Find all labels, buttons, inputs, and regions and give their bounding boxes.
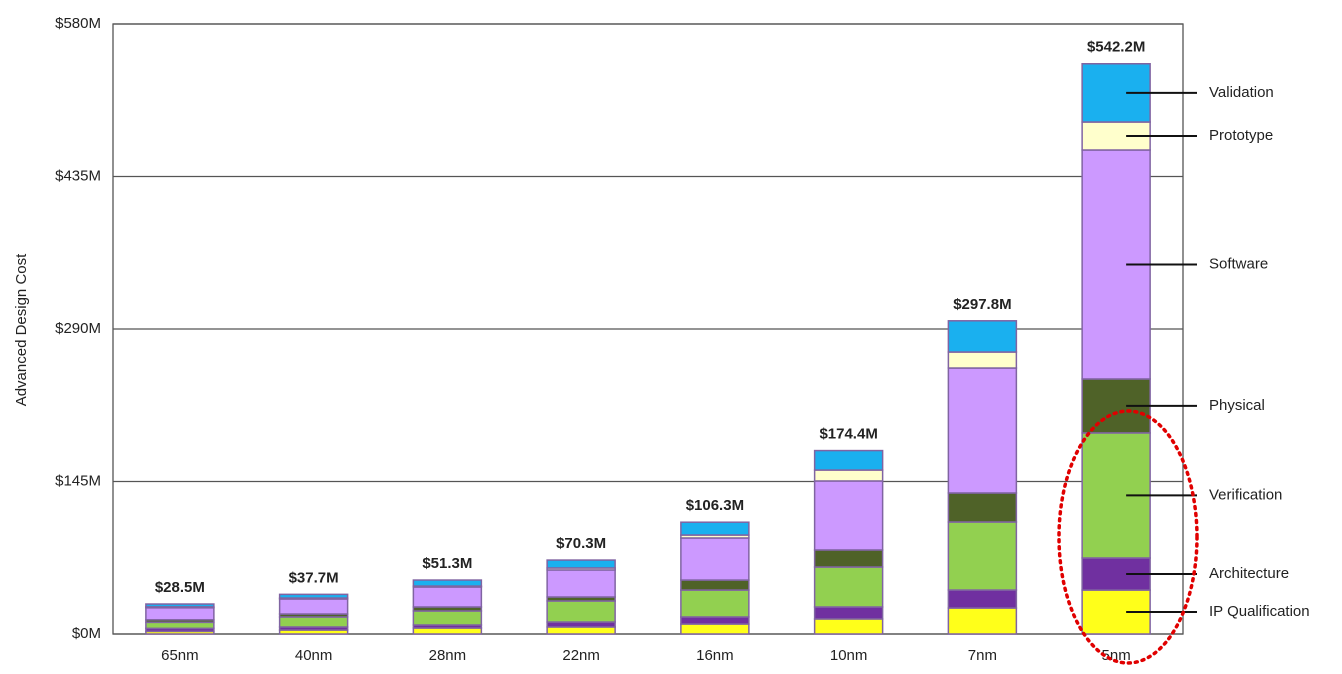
bar-segment: [680, 579, 750, 591]
bar-segment: [947, 589, 1018, 609]
bar-segment: [813, 606, 884, 620]
bar-segment: [680, 616, 750, 625]
bar-segment: [546, 559, 616, 569]
legend-label: Architecture: [1209, 565, 1289, 582]
x-tick-label: 22nm: [562, 647, 600, 664]
bar-segment: [947, 367, 1018, 494]
bar-segment: [1081, 63, 1151, 123]
y-tick-label: $580M: [55, 15, 101, 32]
bar-segment: [412, 610, 483, 626]
legend-label: Verification: [1209, 486, 1282, 503]
plot-frame: [112, 23, 1184, 635]
total-label: $28.5M: [155, 579, 205, 596]
total-label: $174.4M: [819, 426, 877, 443]
bar-segment: [947, 521, 1018, 591]
bar-segment: [412, 579, 483, 587]
bar-segment: [813, 469, 884, 482]
total-label: $106.3M: [686, 497, 744, 514]
bar-segment: [546, 600, 616, 623]
legend-label: Prototype: [1209, 127, 1273, 144]
bar-segment: [680, 537, 750, 581]
total-label: $51.3M: [422, 555, 472, 572]
x-tick-label: 16nm: [696, 647, 734, 664]
bar-segment: [680, 623, 750, 635]
bar-segment: [278, 593, 349, 599]
legend-label: Validation: [1209, 84, 1274, 101]
bar-segment: [278, 616, 349, 628]
bar-segment: [813, 618, 884, 635]
bar-segment: [813, 549, 884, 568]
legend-label: IP Qualification: [1209, 603, 1310, 620]
bar-segment: [813, 566, 884, 608]
bar-segment: [145, 607, 215, 621]
x-tick-label: 10nm: [830, 647, 868, 664]
bar-segment: [947, 492, 1018, 523]
bar-segment: [680, 589, 750, 618]
y-tick-label: $0M: [72, 625, 101, 642]
y-tick-label: $145M: [55, 472, 101, 489]
bar-segment: [412, 627, 483, 635]
bar-segment: [145, 621, 215, 630]
legend-label: Physical: [1209, 397, 1265, 414]
bar-segment: [546, 626, 616, 635]
x-tick-label: 7nm: [968, 647, 997, 664]
bar-segment: [813, 449, 884, 471]
total-label: $542.2M: [1087, 39, 1145, 56]
legend-label: Software: [1209, 255, 1268, 272]
bar-segment: [546, 569, 616, 598]
bar-segment: [412, 586, 483, 608]
y-tick-label: $435M: [55, 167, 101, 184]
bar-segment: [947, 320, 1018, 353]
bar-segment: [947, 351, 1018, 369]
total-label: $297.8M: [953, 296, 1011, 313]
x-tick-label: 65nm: [161, 647, 199, 664]
total-label: $70.3M: [556, 535, 606, 552]
x-tick-label: 40nm: [295, 647, 333, 664]
highlight-ellipse: [1057, 409, 1199, 665]
bar-segment: [947, 607, 1018, 635]
bar-segment: [813, 480, 884, 551]
total-label: $37.7M: [289, 569, 339, 586]
y-tick-label: $290M: [55, 320, 101, 337]
bar-segment: [680, 521, 750, 536]
bar-segment: [278, 598, 349, 615]
y-axis-label: Advanced Design Cost: [13, 253, 30, 406]
bar-segment: [145, 603, 215, 608]
x-tick-label: 28nm: [429, 647, 467, 664]
